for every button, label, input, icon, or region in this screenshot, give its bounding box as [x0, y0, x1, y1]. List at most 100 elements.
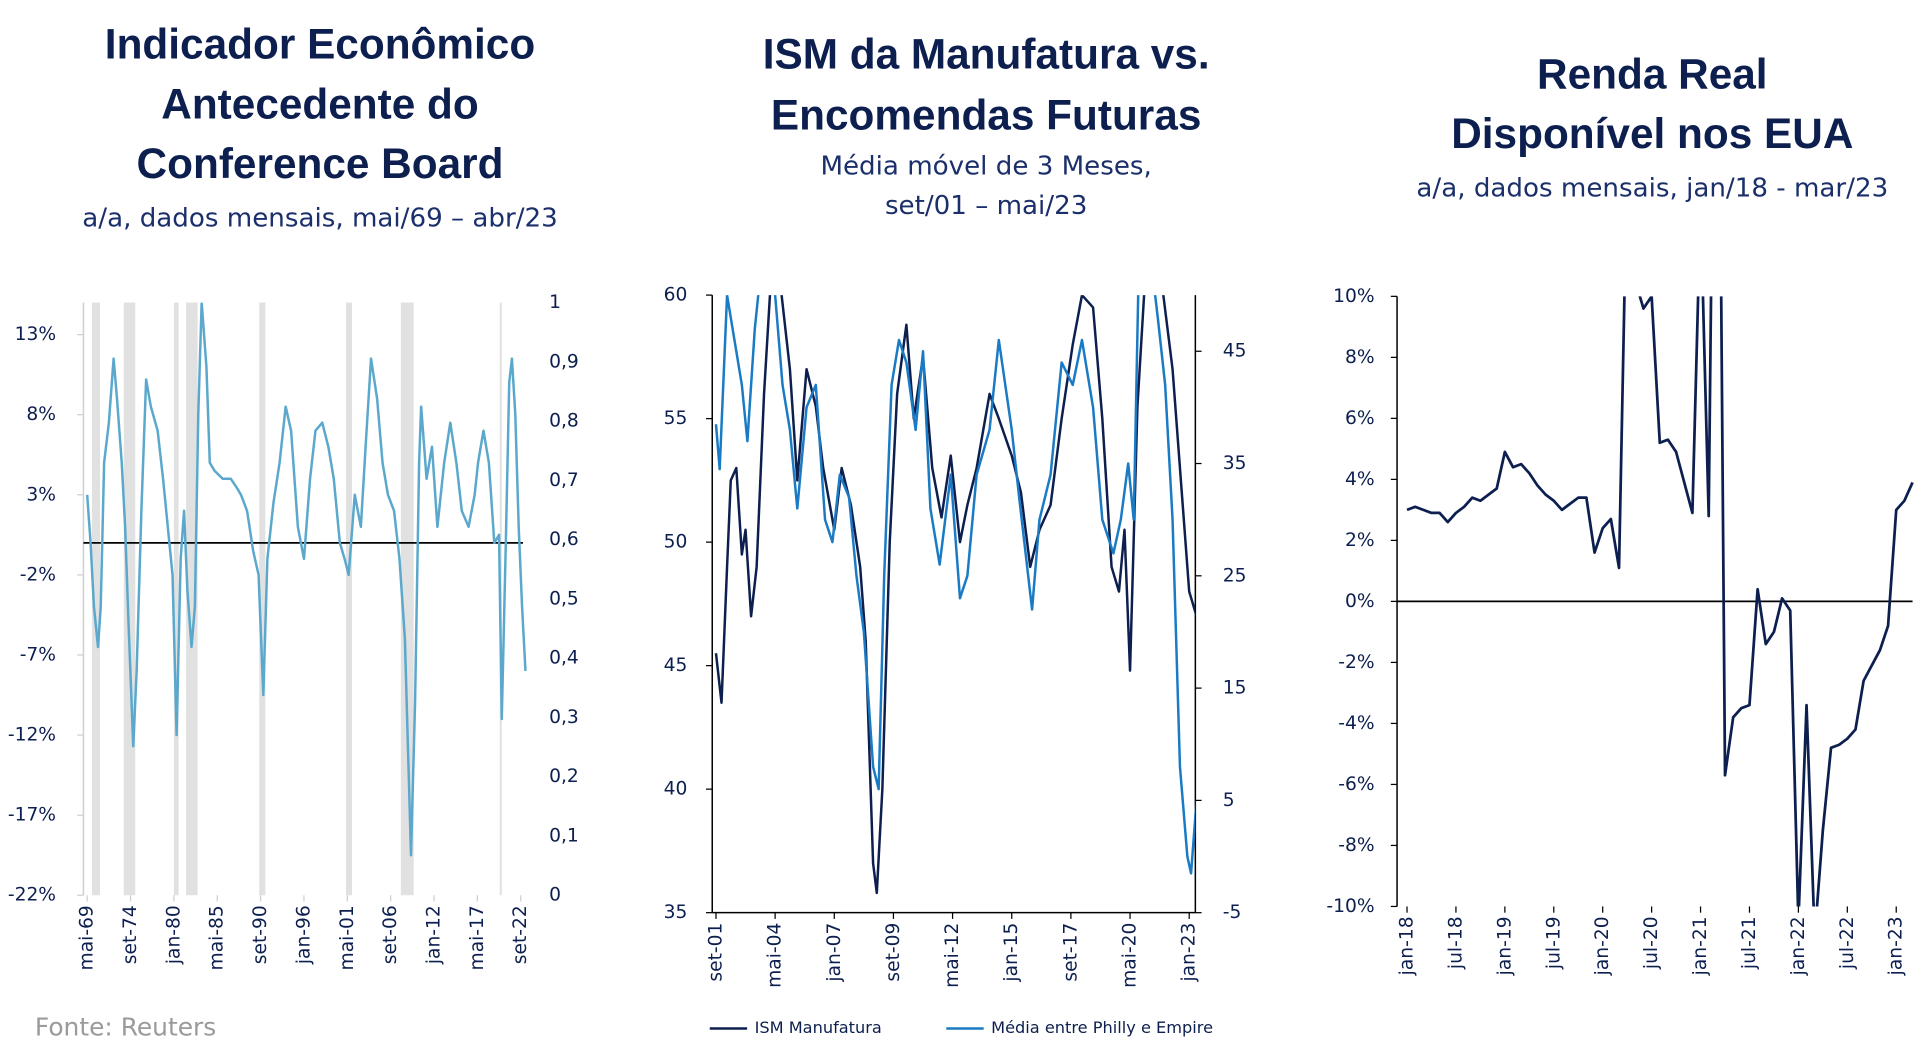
y2-tick-label: 0,7: [549, 470, 579, 491]
chart-title: Renda Real: [1537, 50, 1768, 97]
x-tick-label: jan-15: [1001, 923, 1022, 983]
y-tick-label: 10%: [1333, 286, 1374, 307]
chart-subtitle: a/a, dados mensais, mai/69 – abr/23: [82, 204, 558, 234]
recession-band: [186, 302, 198, 896]
x-tick-label: set-90: [250, 905, 271, 964]
y-tick-label: 40: [664, 779, 688, 800]
x-tick-label: jul-21: [1739, 916, 1760, 970]
y-tick-label: -2%: [1338, 652, 1374, 673]
y2-tick-label: 1: [549, 292, 561, 313]
y-tick-label: -7%: [20, 644, 56, 665]
y-tick-label: 8%: [26, 404, 56, 425]
x-tick-label: jan-20: [1592, 916, 1613, 976]
x-tick-label: mai-17: [467, 905, 488, 970]
chart-title: Indicador Econômico: [105, 21, 535, 68]
y-tick-label: -6%: [1338, 774, 1374, 795]
y-tick-label: -10%: [1326, 896, 1374, 917]
x-tick-label: mai-12: [942, 923, 963, 988]
y2-tick-label: 35: [1223, 453, 1247, 474]
y-tick-label: 13%: [15, 324, 56, 345]
y-tick-label: -22%: [8, 885, 56, 906]
y-tick-label: 2%: [1345, 530, 1375, 551]
y-tick-label: 35: [664, 902, 688, 923]
y2-tick-label: -5: [1223, 902, 1242, 923]
y2-tick-label: 0,2: [549, 766, 579, 787]
y-tick-label: 55: [664, 408, 688, 429]
y2-tick-label: 5: [1223, 790, 1235, 811]
y2-tick-label: 0: [549, 885, 561, 906]
x-tick-label: set-09: [883, 923, 904, 982]
plot-area: [1406, 296, 1914, 907]
chart-title: ISM da Manufatura vs.: [763, 30, 1210, 77]
y-tick-label: 60: [664, 285, 688, 306]
recession-band: [123, 302, 136, 896]
line-series: [85, 302, 527, 857]
x-tick-label: jan-96: [293, 905, 314, 965]
chart-subtitle: set/01 – mai/23: [885, 191, 1087, 221]
y-tick-label: 0%: [1345, 591, 1375, 612]
y-tick-label: 4%: [1345, 469, 1375, 490]
x-tick-label: jan-07: [824, 923, 845, 983]
y2-tick-label: 0,3: [549, 707, 579, 728]
y-tick-label: 50: [664, 532, 688, 553]
y2-tick-label: 0,1: [549, 825, 579, 846]
x-tick-label: jan-19: [1494, 916, 1515, 976]
y-tick-label: -12%: [8, 725, 56, 746]
source: Fonte: Reuters: [35, 1012, 216, 1041]
chart-subtitle: a/a, dados mensais, jan/18 - mar/23: [1416, 174, 1888, 204]
line-series: [1406, 296, 1914, 907]
x-tick-label: mai-04: [765, 923, 786, 988]
x-tick-label: mai-20: [1120, 923, 1141, 988]
x-tick-label: jan-23: [1886, 916, 1907, 976]
chart-title: Disponível nos EUA: [1451, 110, 1853, 157]
y2-tick-label: 0,4: [549, 648, 579, 669]
x-tick-label: jul-22: [1837, 916, 1858, 970]
y-tick-label: -17%: [8, 805, 56, 826]
y-tick-label: -8%: [1338, 835, 1374, 856]
line-series: [714, 295, 1196, 875]
line-series: [714, 295, 1196, 895]
x-tick-label: mai-69: [77, 905, 98, 970]
recession-band: [400, 302, 414, 896]
recession-band: [91, 302, 101, 896]
y2-tick-label: 0,8: [549, 411, 579, 432]
y-tick-label: 8%: [1345, 347, 1375, 368]
x-tick-label: jan-21: [1690, 916, 1711, 976]
chart-title: Antecedente do: [161, 80, 479, 127]
chart-panel: ISM da Manufatura vs. Encomendas Futuras M…: [664, 30, 1247, 1037]
x-tick-label: set-01: [705, 923, 726, 982]
y2-tick-label: 0,6: [549, 529, 579, 550]
y2-tick-label: 0,9: [549, 351, 579, 372]
x-tick-label: set-06: [380, 905, 401, 964]
plot-area: [714, 295, 1196, 895]
x-tick-label: jul-20: [1641, 916, 1662, 970]
y-tick-label: -2%: [20, 564, 56, 585]
y2-tick-label: 45: [1223, 341, 1247, 362]
recession-band: [259, 302, 266, 896]
chart-subtitle: Média móvel de 3 Meses,: [820, 151, 1151, 181]
y-tick-label: 45: [664, 655, 688, 676]
x-tick-label: jan-12: [424, 905, 445, 965]
recession-band: [345, 302, 353, 896]
x-tick-label: jul-19: [1543, 916, 1564, 970]
y2-tick-label: 0,5: [549, 588, 579, 609]
y-tick-label: -4%: [1338, 713, 1374, 734]
chart-title: Encomendas Futuras: [771, 91, 1201, 138]
y-tick-label: 6%: [1345, 408, 1375, 429]
x-tick-label: mai-85: [207, 905, 228, 970]
chart-panel: Renda Real Disponível nos EUA a/a, dados m…: [1326, 50, 1914, 976]
x-tick-label: set-17: [1060, 923, 1081, 982]
x-tick-label: mai-01: [337, 905, 358, 970]
x-tick-label: jan-23: [1179, 923, 1200, 983]
x-tick-label: jan-80: [163, 905, 184, 965]
y-tick-label: 3%: [26, 484, 56, 505]
y2-tick-label: 15: [1223, 678, 1247, 699]
y2-tick-label: 25: [1223, 565, 1247, 586]
x-tick-label: jan-22: [1788, 916, 1809, 976]
plot-area: [85, 302, 527, 857]
x-tick-label: jan-18: [1397, 916, 1418, 976]
chart-title: Conference Board: [137, 140, 504, 187]
x-tick-label: set-74: [120, 905, 141, 964]
